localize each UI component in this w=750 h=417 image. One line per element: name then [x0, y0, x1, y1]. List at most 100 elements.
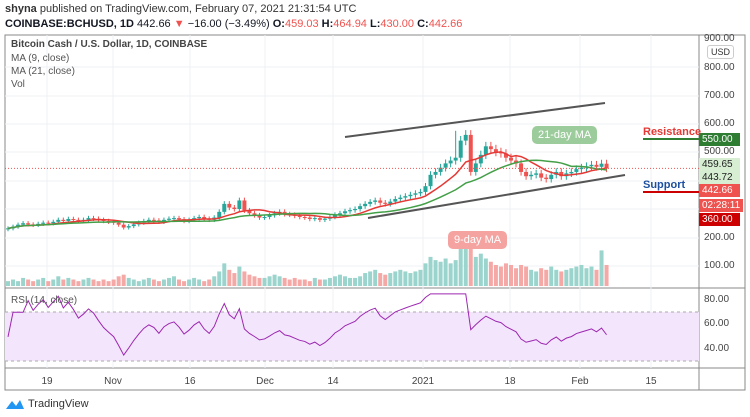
candle-body: [418, 191, 423, 194]
volume-bar: [187, 279, 192, 286]
volume-bar: [503, 263, 508, 286]
volume-bar: [398, 269, 403, 286]
candle-body: [348, 210, 353, 212]
volume-bar: [101, 279, 106, 286]
rsi-line: [7, 293, 607, 357]
price-tick: 600.00: [704, 118, 735, 129]
candle-body: [594, 164, 599, 167]
date-tick: 19: [41, 376, 53, 387]
candle-body: [534, 173, 539, 175]
candle-body: [151, 219, 156, 221]
candle-body: [322, 218, 327, 220]
volume-bar: [66, 277, 71, 286]
volume-bar: [524, 266, 529, 286]
candle-body: [378, 200, 383, 203]
candle-body: [312, 218, 317, 220]
rsi-band: [5, 312, 699, 361]
volume-bar: [121, 274, 126, 286]
volume-bar: [358, 276, 363, 286]
rsi-tick: 80.00: [704, 294, 730, 305]
volume-bar: [131, 279, 136, 286]
volume-bar: [272, 274, 277, 286]
volume-bar: [549, 266, 554, 286]
ma21-price-tag: 443.72: [699, 171, 740, 184]
volume-bar: [448, 263, 453, 286]
volume-bar: [564, 269, 569, 286]
volume-bar: [403, 271, 408, 286]
volume-bar: [458, 245, 463, 286]
candle-body: [483, 146, 488, 155]
volume-bar: [368, 271, 373, 286]
volume-bar: [594, 269, 599, 286]
candle-body: [403, 196, 408, 198]
price-tick: 100.00: [704, 260, 735, 271]
volume-bar: [383, 274, 388, 286]
volume-bar: [11, 279, 16, 286]
candle-body: [76, 219, 81, 221]
price-tick: 700.00: [704, 90, 735, 101]
candle-body: [488, 146, 493, 150]
resistance-label: Resistance: [643, 126, 702, 140]
volume-bar: [579, 264, 584, 286]
volume-bar: [584, 268, 589, 286]
close-label: C:: [417, 18, 429, 30]
volume-bar: [86, 277, 91, 286]
candle-body: [252, 213, 257, 216]
volume-bar: [61, 279, 66, 286]
tradingview-logo[interactable]: TradingView: [5, 398, 89, 410]
volume-bar: [207, 279, 212, 286]
candle-body: [21, 223, 26, 225]
last-price-tag: 442.66: [699, 184, 740, 197]
low-label: L:: [370, 18, 381, 30]
volume-bar: [473, 256, 478, 286]
volume-bar: [212, 276, 217, 286]
date-tick: 14: [327, 376, 339, 387]
candle-body: [473, 163, 478, 172]
volume-bar: [468, 237, 473, 286]
volume-bar: [76, 281, 81, 286]
volume-bar: [257, 277, 262, 286]
volume-bar: [151, 279, 156, 286]
volume-bar: [428, 256, 433, 286]
publish-info: shyna published on TradingView.com, Febr…: [5, 3, 356, 15]
volume-bar: [589, 266, 594, 286]
volume-bar: [91, 279, 96, 286]
volume-bar: [574, 266, 579, 286]
candle-body: [503, 153, 508, 158]
legend-ma9: MA (9, close): [11, 53, 70, 64]
volume-bar: [373, 269, 378, 286]
volume-bar: [111, 279, 116, 286]
candle-body: [383, 202, 388, 204]
volume-bar: [26, 279, 31, 286]
candle-body: [41, 222, 46, 224]
candle-body: [66, 218, 71, 221]
candle-body: [549, 174, 554, 180]
candle-body: [398, 197, 403, 200]
volume-bar: [393, 271, 398, 286]
candle-body: [247, 210, 252, 214]
volume-bar: [46, 281, 51, 286]
volume-bar: [166, 277, 171, 286]
candle-body: [317, 218, 322, 220]
volume-bar: [438, 261, 443, 286]
down-arrow-icon: ▼: [173, 18, 185, 30]
date-tick: 15: [645, 376, 657, 387]
price-tick: 900.00: [704, 33, 735, 44]
volume-bar: [31, 281, 36, 286]
volume-bar: [363, 273, 368, 286]
currency-button[interactable]: USD: [707, 45, 735, 59]
volume-bar: [478, 253, 483, 286]
candle-body: [6, 228, 10, 230]
resistance-trendline: [344, 102, 606, 138]
tradingview-icon: [6, 400, 24, 409]
volume-bar: [544, 269, 549, 286]
resistance-price-tag: 550.00: [699, 133, 740, 146]
volume-bar: [161, 279, 166, 286]
volume-bar: [192, 277, 197, 286]
candle-body: [373, 200, 378, 202]
candle-body: [559, 171, 564, 177]
legend-title: Bitcoin Cash / U.S. Dollar, 1D, COINBASE: [11, 39, 208, 50]
volume-bar: [41, 277, 46, 286]
volume-bar: [317, 279, 322, 286]
